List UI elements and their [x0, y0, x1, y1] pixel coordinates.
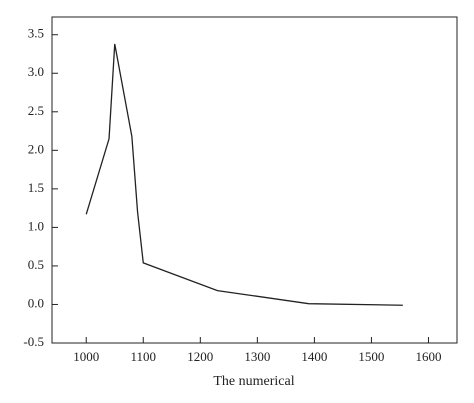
- x-tick-label: 1000: [73, 349, 99, 364]
- y-tick-label: 2.5: [28, 103, 44, 118]
- y-tick-label: 2.0: [28, 141, 44, 156]
- y-tick-label: 0.0: [28, 295, 44, 310]
- x-axis-label: The numerical: [213, 374, 294, 389]
- x-tick-label: 1500: [358, 349, 384, 364]
- x-tick-label: 1100: [131, 349, 157, 364]
- x-tick-label: 1400: [301, 349, 327, 364]
- x-tick-label: 1200: [187, 349, 213, 364]
- x-tick-label: 1300: [244, 349, 270, 364]
- y-tick-label: 3.0: [28, 64, 44, 79]
- y-tick-label: 0.5: [28, 257, 44, 272]
- y-tick-label: 3.5: [28, 26, 44, 41]
- y-tick-label: 1.0: [28, 218, 44, 233]
- plot-frame: [51, 16, 458, 344]
- x-tick-label: 1600: [415, 349, 441, 364]
- data-line: [85, 43, 403, 306]
- y-tick-label: -0.5: [23, 334, 44, 349]
- y-tick-label: 1.5: [28, 180, 44, 195]
